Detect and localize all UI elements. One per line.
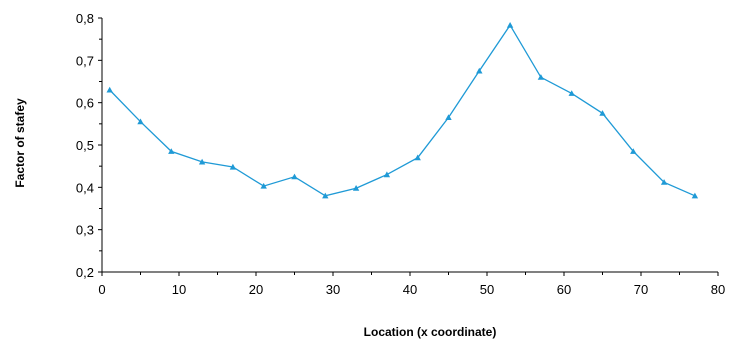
y-tick-label: 0,8 — [76, 11, 94, 26]
data-point-marker — [506, 22, 514, 28]
data-point-marker — [322, 192, 329, 199]
x-tick-label: 20 — [249, 282, 263, 297]
data-point-marker — [106, 86, 113, 93]
axes — [101, 18, 718, 273]
x-tick-label: 40 — [403, 282, 417, 297]
x-tick-label: 10 — [172, 282, 186, 297]
x-tick-label: 60 — [557, 282, 571, 297]
y-axis-ticks: 0,2 0,3 0,4 0,5 0,6 0,7 0,8 — [76, 11, 102, 280]
data-point-marker — [660, 179, 668, 185]
data-point-marker — [229, 163, 237, 170]
y-axis-title: Factor of stafey — [13, 98, 27, 188]
x-tick-label: 30 — [326, 282, 340, 297]
data-point-marker — [168, 148, 175, 154]
data-point-marker — [414, 154, 421, 161]
y-tick-label: 0,5 — [76, 138, 94, 153]
data-point-marker — [568, 90, 575, 96]
x-axis-title: Location (x coordinate) — [364, 325, 497, 339]
data-point-marker — [260, 182, 267, 189]
y-tick-label: 0,2 — [76, 265, 94, 280]
data-point-marker — [599, 110, 606, 116]
x-axis-ticks: 0 10 20 30 40 50 60 70 80 — [98, 272, 725, 297]
data-point-marker — [630, 148, 637, 154]
data-point-marker — [445, 114, 452, 120]
data-point-marker — [198, 158, 206, 165]
series-line — [109, 23, 696, 197]
x-tick-label: 50 — [480, 282, 494, 297]
data-point-marker — [137, 118, 144, 125]
y-tick-label: 0,7 — [76, 53, 94, 68]
data-point-marker — [291, 173, 298, 180]
data-point-marker — [691, 192, 699, 199]
data-point-marker — [476, 67, 483, 74]
data-point-marker — [383, 171, 391, 178]
series-layer — [106, 22, 699, 199]
data-point-marker — [352, 185, 360, 191]
y-tick-label: 0,4 — [76, 180, 94, 195]
x-tick-label: 80 — [711, 282, 725, 297]
y-tick-label: 0,3 — [76, 223, 94, 238]
y-tick-label: 0,6 — [76, 96, 94, 111]
x-tick-label: 70 — [634, 282, 648, 297]
x-tick-label: 0 — [98, 282, 105, 297]
data-point-marker — [537, 74, 545, 80]
